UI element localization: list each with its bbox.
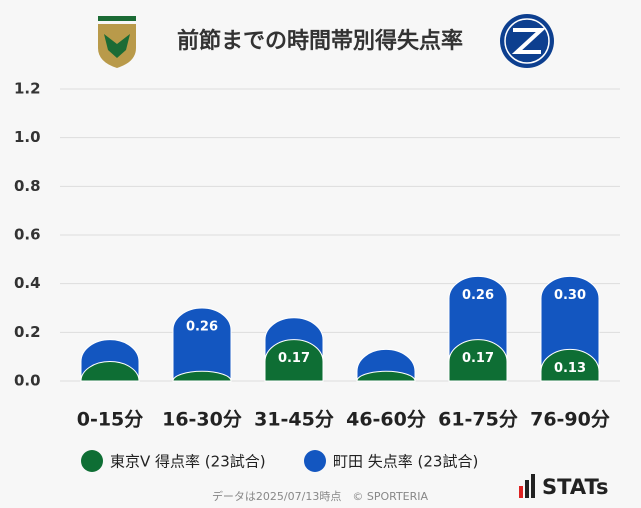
bar-segment: [264, 339, 324, 382]
x-tick-label: 31-45分: [254, 409, 334, 431]
bar-segment: [540, 348, 600, 382]
bar-segment: [172, 370, 232, 382]
bar-segment: [80, 361, 140, 382]
brand-logo: STATs: [519, 474, 608, 499]
y-tick-label: 0.4: [14, 274, 41, 292]
legend-swatch: [304, 450, 326, 472]
y-tick-label: 0.8: [14, 177, 41, 195]
legend-label: 東京V 得点率 (23試合): [110, 453, 266, 471]
bar-segment: [172, 307, 232, 382]
data-label: 0.26: [462, 288, 494, 303]
y-tick-label: 1.2: [14, 80, 41, 98]
legend: 東京V 得点率 (23試合) 町田 失点率 (23試合): [81, 450, 478, 472]
home-crest: [98, 16, 136, 68]
x-tick-label: 46-60分: [346, 409, 426, 431]
bar-segment: [448, 339, 508, 382]
footnote: データは2025/07/13時点 © SPORTERIA: [212, 489, 429, 503]
legend-label: 町田 失点率 (23試合): [333, 453, 478, 471]
data-label: 0.17: [462, 351, 494, 366]
y-tick-label: 1.0: [14, 128, 41, 146]
bar-segment: [356, 370, 416, 382]
data-label: 0.30: [554, 288, 586, 303]
x-tick-label: 0-15分: [77, 409, 144, 431]
chart-title: 前節までの時間帯別得失点率: [177, 28, 463, 54]
y-tick-label: 0.2: [14, 323, 41, 341]
y-tick-label: 0.0: [14, 372, 41, 390]
legend-swatch: [81, 450, 103, 472]
data-label: 0.13: [554, 361, 586, 376]
away-crest: [500, 14, 554, 68]
brand-name: STATs: [542, 475, 608, 499]
x-tick-label: 16-30分: [162, 409, 242, 431]
y-tick-label: 0.6: [14, 226, 41, 244]
x-tick-label: 76-90分: [530, 409, 610, 431]
x-tick-label: 61-75分: [438, 409, 518, 431]
data-label: 0.26: [186, 320, 218, 335]
data-label: 0.17: [278, 351, 310, 366]
